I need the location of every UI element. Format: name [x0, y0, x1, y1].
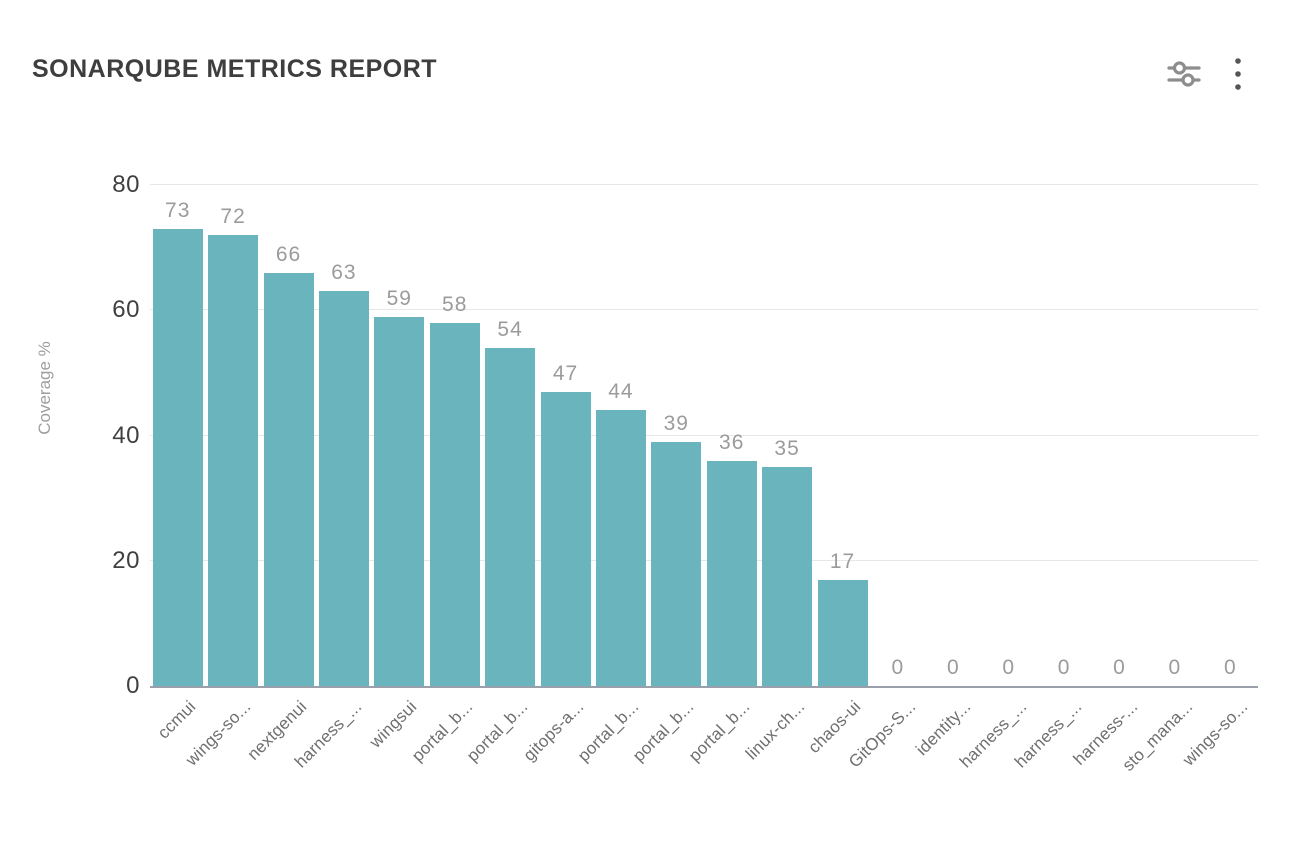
bar-value-label: 59: [386, 286, 412, 310]
bar-value-label: 0: [1002, 656, 1016, 679]
bar-value-label: 63: [331, 261, 357, 285]
bar-value-label: 0: [891, 656, 905, 679]
y-tick-label: 40: [112, 421, 140, 449]
bar-value-label: 36: [719, 430, 745, 454]
gridline-20: [150, 559, 1258, 561]
bar[interactable]: [706, 460, 757, 686]
bar[interactable]: [595, 410, 646, 686]
gridline-40: [150, 434, 1258, 436]
bar-value-label: 66: [275, 242, 302, 266]
filter-sliders-icon[interactable]: [1160, 52, 1208, 96]
bar-value-label: 44: [608, 380, 634, 404]
bar[interactable]: [374, 316, 425, 686]
page-title: SONARQUBE METRICS REPORT: [32, 55, 438, 83]
bar-value-label: 0: [1057, 656, 1071, 679]
bar-value-label: 39: [663, 411, 689, 435]
y-tick-label: 60: [112, 296, 140, 324]
bar[interactable]: [208, 235, 259, 686]
plot-area: 73 72 66 63 59 58 54 47 44 39 36 35 17 0 0 0 0 0 0 0: [150, 184, 1258, 688]
bar-value-label: 0: [1223, 656, 1237, 679]
bar[interactable]: [817, 579, 868, 686]
bar[interactable]: [762, 466, 813, 686]
bar-value-label: 58: [442, 292, 468, 316]
bar-value-label: 0: [946, 656, 960, 679]
x-axis: ccmui wings-so... nextgenui harness_... wing…: [150, 697, 1258, 857]
header-actions: [1160, 50, 1250, 98]
gridline-60: [150, 309, 1258, 311]
bar-value-label: 0: [1113, 656, 1126, 679]
bar-value-label: 35: [774, 436, 800, 460]
bar[interactable]: [429, 322, 480, 686]
bar[interactable]: [540, 391, 591, 686]
bar-value-label: 72: [220, 205, 246, 229]
gridline-80: [150, 184, 1258, 185]
y-tick-label: 80: [112, 171, 140, 198]
y-tick-label: 20: [112, 546, 140, 574]
y-tick-label: 0: [126, 672, 140, 699]
bar[interactable]: [485, 347, 536, 686]
y-axis: 0 20 40 60 80: [40, 171, 140, 699]
card-header: SONARQUBE METRICS REPORT: [32, 50, 1258, 90]
bar-value-label: 47: [552, 361, 579, 385]
bar-value-label: 73: [165, 198, 191, 222]
bar-value-label: 54: [497, 317, 523, 341]
bar[interactable]: [318, 291, 369, 686]
bar-value-label: 17: [829, 549, 856, 573]
bar-value-label: 0: [1168, 656, 1182, 679]
bar[interactable]: [651, 441, 702, 686]
kebab-menu-icon[interactable]: [1226, 50, 1250, 98]
bar[interactable]: [263, 272, 314, 686]
bar[interactable]: [152, 228, 203, 686]
